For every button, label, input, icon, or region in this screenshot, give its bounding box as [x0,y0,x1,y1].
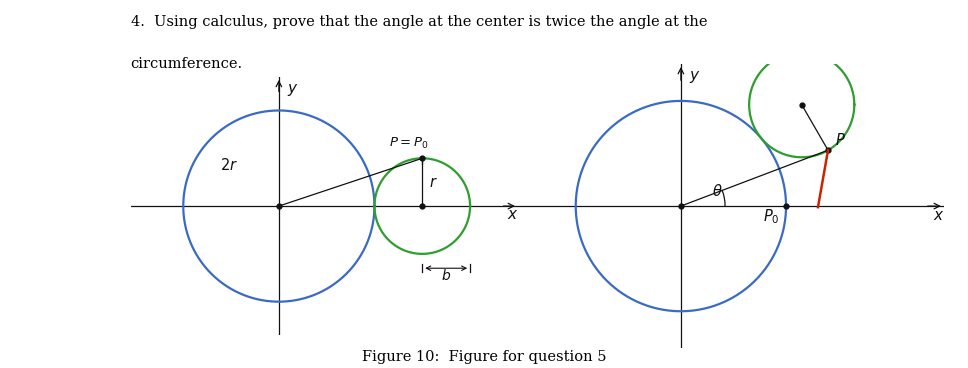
Text: $2r$: $2r$ [220,157,238,173]
Text: $x$: $x$ [507,208,519,222]
Text: 4.  Using calculus, prove that the angle at the center is twice the angle at the: 4. Using calculus, prove that the angle … [131,15,708,29]
Text: $P = P_0$: $P = P_0$ [389,136,428,151]
Text: $x$: $x$ [933,209,945,223]
Text: Figure 10:  Figure for question 5: Figure 10: Figure for question 5 [362,350,606,364]
Text: circumference.: circumference. [131,57,243,71]
Text: $\theta$: $\theta$ [712,183,723,199]
Text: $y$: $y$ [689,69,701,85]
Text: $b$: $b$ [441,268,451,283]
Text: $P_0$: $P_0$ [763,207,779,226]
Text: $r$: $r$ [429,176,438,190]
Text: $P$: $P$ [835,132,846,148]
Text: $y$: $y$ [287,82,298,98]
